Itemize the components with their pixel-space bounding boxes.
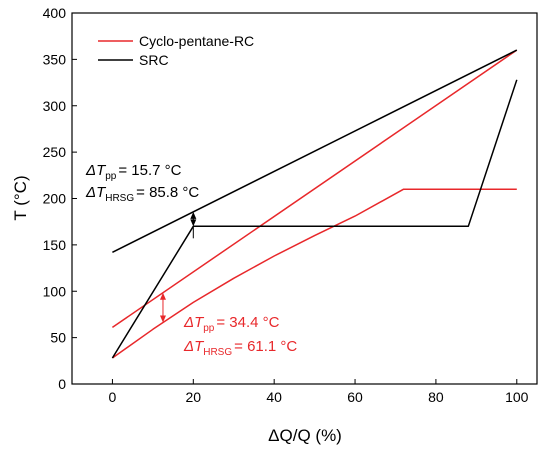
x-tick-label: 80 [428, 389, 444, 405]
x-tick-label: 0 [109, 389, 117, 405]
legend: Cyclo-pentane-RC SRC [98, 33, 254, 68]
y-tick-label: 350 [43, 51, 67, 67]
series-lines [111, 49, 518, 359]
annotation-src-pinch-point: ΔTpp = 15.7 °C [85, 162, 182, 182]
y-tick-label: 300 [43, 98, 67, 114]
annotation-arrows [159, 211, 197, 323]
legend-label-cyclo-pentane-rc: Cyclo-pentane-RC [139, 33, 254, 49]
y-tick-label: 250 [43, 144, 67, 160]
x-tick-label: 100 [505, 389, 529, 405]
legend-label-src: SRC [139, 52, 169, 68]
annotation-src-hrsg: ΔTHRSG = 85.8 °C [85, 184, 199, 204]
y-axis-title: T (°C) [11, 175, 30, 220]
arrow-rc-pinch-head-bottom [159, 315, 166, 323]
axis-ticks: 0 20 40 60 80 100 0 50 100 150 200 250 300 350 400 [43, 5, 529, 405]
series-line-0-0 [111, 49, 518, 329]
y-tick-label: 0 [58, 376, 66, 392]
annotation-rc-pinch-point: ΔTpp = 34.4 °C [183, 314, 280, 334]
y-tick-label: 400 [43, 5, 67, 21]
arrow-src-pinch-head-top [190, 211, 197, 219]
y-tick-label: 200 [43, 191, 67, 207]
series-line-1-0 [112, 49, 518, 253]
arrow-src-pinch-head-bottom [190, 219, 197, 227]
y-tick-label: 150 [43, 237, 67, 253]
annotation-rc-hrsg: ΔTHRSG = 61.1 °C [183, 338, 297, 358]
y-tick-label: 50 [50, 330, 66, 346]
x-axis-title: ΔQ/Q (%) [268, 426, 342, 445]
x-tick-label: 60 [347, 389, 363, 405]
series-line-0-1 [111, 188, 517, 359]
x-tick-label: 40 [266, 389, 282, 405]
x-tick-label: 20 [186, 389, 202, 405]
y-tick-label: 100 [43, 283, 67, 299]
series-line-1-1 [111, 79, 518, 359]
arrow-rc-pinch-head-top [159, 292, 166, 300]
